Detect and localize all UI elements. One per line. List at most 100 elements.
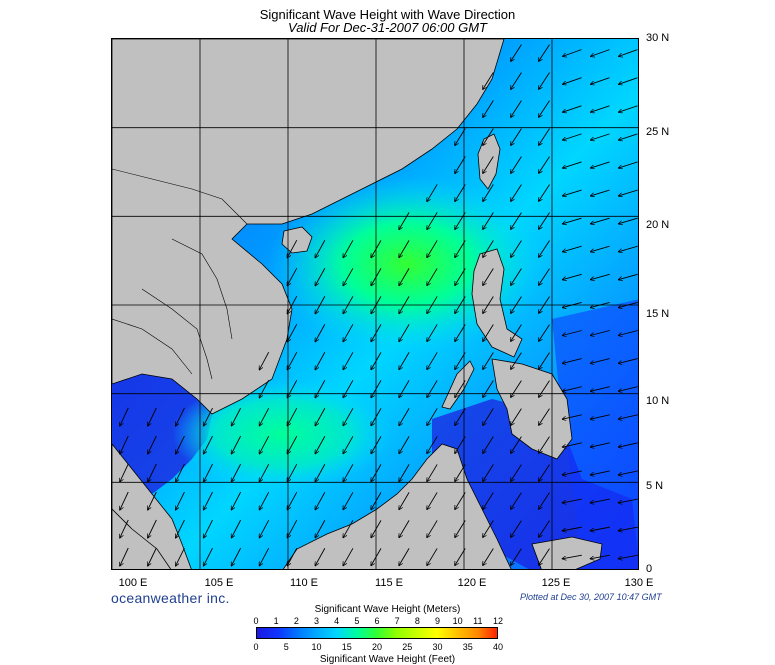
wave-direction-arrow xyxy=(399,492,410,509)
legend-feet-tick: 0 xyxy=(253,642,259,652)
wave-direction-arrow xyxy=(343,548,354,565)
land-hainan xyxy=(281,226,313,254)
wave-direction-arrow xyxy=(455,296,466,313)
wave-direction-arrow xyxy=(511,492,522,510)
wave-direction-arrow xyxy=(287,407,298,426)
wave-direction-arrow xyxy=(618,189,638,196)
wave-direction-arrow xyxy=(619,105,638,112)
wave-direction-arrow xyxy=(287,239,298,258)
wave-direction-arrow xyxy=(371,380,382,397)
wave-direction-arrow xyxy=(287,323,298,342)
wave-direction-arrow xyxy=(427,436,438,453)
wave-direction-arrow xyxy=(562,273,582,279)
wave-direction-arrow xyxy=(148,547,157,566)
wave-direction-arrow xyxy=(562,217,582,224)
wave-direction-arrow xyxy=(371,436,382,453)
wave-direction-arrow xyxy=(455,128,466,145)
wave-direction-arrow xyxy=(483,240,494,258)
wave-direction-arrow xyxy=(590,358,610,364)
wave-direction-arrow xyxy=(591,105,610,112)
wave-direction-arrow xyxy=(483,268,494,286)
wave-direction-arrow xyxy=(259,379,270,398)
wave-direction-arrow xyxy=(343,436,354,453)
legend-feet-tick: 30 xyxy=(432,642,443,652)
wave-direction-arrow xyxy=(619,77,638,85)
lon-label-125e: 125 E xyxy=(541,577,571,589)
wave-direction-arrow xyxy=(203,547,213,566)
wave-direction-arrow xyxy=(511,296,522,314)
legend-feet-tick: 20 xyxy=(371,642,383,652)
wave-direction-arrow xyxy=(562,442,582,447)
wave-direction-arrow xyxy=(562,189,582,196)
wave-direction-arrow xyxy=(562,245,582,252)
wave-direction-arrow xyxy=(511,212,522,230)
wave-direction-arrow xyxy=(539,408,550,426)
wave-direction-arrow xyxy=(259,351,270,370)
legend-feet-tick: 15 xyxy=(341,642,352,652)
wave-direction-arrow xyxy=(591,77,610,85)
wave-direction-arrow xyxy=(562,498,582,503)
wave-direction-arrow xyxy=(511,548,522,566)
wave-direction-arrow xyxy=(455,268,466,285)
wave-direction-arrow xyxy=(511,240,522,258)
wave-direction-arrow xyxy=(483,408,494,426)
wave-direction-arrow xyxy=(511,128,522,146)
wave-direction-arrow xyxy=(343,464,354,481)
wave-direction-arrow xyxy=(562,330,582,336)
wave-direction-arrow xyxy=(511,520,522,538)
wave-direction-arrow xyxy=(539,240,550,258)
wave-direction-arrow xyxy=(619,49,638,57)
wave-direction-arrow xyxy=(399,464,410,481)
wave-direction-arrow xyxy=(539,548,550,566)
wave-direction-arrow xyxy=(148,463,157,482)
wave-direction-arrow xyxy=(483,324,494,342)
wave-direction-arrow xyxy=(231,407,241,426)
wave-direction-arrow xyxy=(562,133,582,140)
wave-direction-arrow xyxy=(511,436,522,454)
wave-direction-arrow xyxy=(315,408,326,426)
lon-label-130e: 130 E xyxy=(624,577,654,589)
wave-direction-arrow xyxy=(618,414,638,419)
wave-direction-arrow xyxy=(455,156,466,173)
wave-direction-arrow xyxy=(203,463,213,482)
wave-direction-arrow xyxy=(618,245,638,252)
wave-direction-arrow xyxy=(399,520,410,537)
plotted-timestamp: Plotted at Dec 30, 2007 10:47 GMT xyxy=(520,592,662,602)
wave-direction-arrow xyxy=(483,352,494,370)
wave-direction-arrow xyxy=(203,407,213,426)
legend-feet-tick: 25 xyxy=(402,642,413,652)
wave-direction-arrow xyxy=(120,407,129,426)
wave-direction-arrow xyxy=(176,491,185,510)
wave-direction-arrow xyxy=(343,296,354,313)
wave-height-colorbar xyxy=(256,627,498,639)
wave-direction-arrow xyxy=(563,49,582,57)
wave-direction-arrow xyxy=(590,133,610,140)
wave-direction-arrow xyxy=(618,470,638,475)
lat-label-25n: 25 N xyxy=(646,126,670,138)
wave-direction-arrow xyxy=(259,519,270,538)
wave-direction-arrow xyxy=(231,463,241,482)
wave-direction-arrow xyxy=(287,547,298,566)
lon-label-100e: 100 E xyxy=(118,577,148,589)
wave-direction-arrow xyxy=(618,133,638,140)
wave-direction-arrow xyxy=(315,324,326,342)
wave-direction-arrow xyxy=(315,296,326,314)
wave-direction-arrow xyxy=(590,161,610,168)
wave-direction-arrow xyxy=(563,77,582,85)
wave-direction-arrow xyxy=(539,464,550,482)
wave-direction-arrow xyxy=(427,492,438,509)
wave-direction-arrow xyxy=(483,212,494,230)
wave-direction-arrow xyxy=(315,520,326,538)
wave-direction-arrow xyxy=(287,267,298,286)
wave-direction-arrow xyxy=(427,520,438,537)
wave-direction-arrow xyxy=(539,184,550,202)
country-borders xyxy=(112,168,248,380)
wave-direction-arrow xyxy=(483,72,494,90)
wave-direction-arrow xyxy=(148,435,157,454)
wave-direction-arrow xyxy=(618,358,638,364)
wave-direction-arrow xyxy=(562,414,582,419)
wave-direction-arrow xyxy=(399,352,410,369)
legend-meters-tick: 4 xyxy=(334,616,340,626)
legend-feet-title: Significant Wave Height (Feet) xyxy=(319,654,456,665)
wave-direction-arrow xyxy=(203,435,213,454)
